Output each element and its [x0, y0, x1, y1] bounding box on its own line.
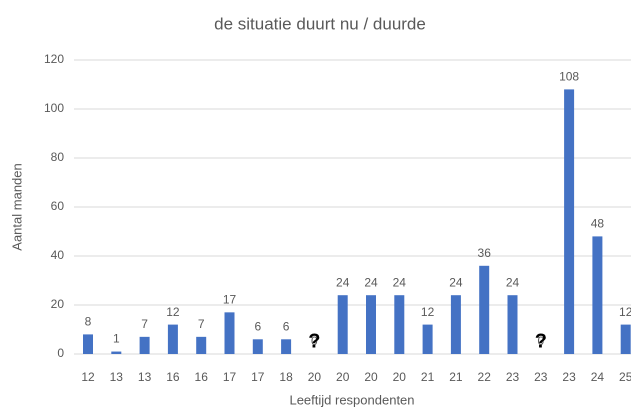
- bar: [281, 339, 292, 354]
- bar: [224, 312, 235, 354]
- x-tick-label: 20: [393, 370, 407, 384]
- data-label: 1: [113, 332, 120, 346]
- data-label: 12: [166, 305, 180, 319]
- bar: [139, 336, 150, 354]
- bar: [450, 295, 461, 354]
- data-label: 12: [421, 305, 435, 319]
- x-tick-label: 25: [619, 370, 631, 384]
- bar: [337, 295, 348, 354]
- y-axis-title: Aantal manden: [9, 163, 24, 250]
- bar: [111, 351, 122, 354]
- y-tick-label: 80: [51, 150, 65, 164]
- data-label: 24: [449, 275, 463, 289]
- x-tick-label: 23: [534, 370, 548, 384]
- x-tick-label: 23: [506, 370, 520, 384]
- bar: [564, 89, 575, 355]
- x-tick-label: 20: [364, 370, 378, 384]
- x-tick-label: 17: [251, 370, 265, 384]
- bar: [196, 336, 207, 354]
- data-label: 108: [559, 70, 579, 84]
- y-tick-label: 20: [51, 297, 65, 311]
- bar: [167, 324, 178, 354]
- bar: [252, 339, 263, 354]
- x-tick-label: 22: [478, 370, 492, 384]
- bar: [507, 295, 518, 354]
- data-label: 6: [254, 319, 261, 333]
- bar: [592, 236, 603, 354]
- bar: [394, 295, 405, 354]
- x-tick-label: 24: [591, 370, 605, 384]
- bar: [422, 324, 433, 354]
- data-label: 7: [198, 317, 205, 331]
- data-label: 7: [141, 317, 148, 331]
- x-tick-label: 13: [110, 370, 124, 384]
- annotation: ?: [308, 330, 320, 352]
- bar: [83, 334, 93, 354]
- chart-title: de situatie duurt nu / duurde: [214, 14, 426, 33]
- data-label: 24: [393, 275, 407, 289]
- bar: [620, 324, 631, 354]
- x-tick-label: 16: [195, 370, 209, 384]
- x-tick-label: 16: [166, 370, 180, 384]
- data-label: 24: [364, 275, 378, 289]
- data-label: 0: [537, 334, 544, 348]
- x-axis-title: Leeftijd respondenten: [289, 392, 414, 407]
- data-label: 24: [506, 275, 520, 289]
- bar: [366, 295, 376, 354]
- data-label: 0: [311, 334, 318, 348]
- data-label: 36: [478, 246, 492, 260]
- data-label: 48: [591, 217, 605, 231]
- x-tick-label: 20: [336, 370, 350, 384]
- data-label: 6: [283, 319, 290, 333]
- y-tick-label: 120: [44, 52, 64, 66]
- annotation: ?: [535, 330, 547, 352]
- y-tick-label: 100: [44, 101, 64, 115]
- data-label: 24: [336, 275, 350, 289]
- y-tick-label: 60: [51, 199, 65, 213]
- y-tick-label: 0: [57, 346, 64, 360]
- data-label: 17: [223, 293, 237, 307]
- bar: [479, 265, 490, 354]
- x-tick-label: 17: [223, 370, 237, 384]
- y-tick-label: 40: [51, 248, 65, 262]
- data-label: 12: [619, 305, 631, 319]
- x-tick-label: 21: [449, 370, 463, 384]
- x-tick-label: 23: [562, 370, 576, 384]
- x-tick-label: 20: [308, 370, 322, 384]
- data-label: 8: [85, 315, 92, 329]
- x-tick-label: 18: [279, 370, 293, 384]
- x-tick-label: 12: [81, 370, 95, 384]
- x-tick-label: 21: [421, 370, 435, 384]
- x-tick-label: 13: [138, 370, 152, 384]
